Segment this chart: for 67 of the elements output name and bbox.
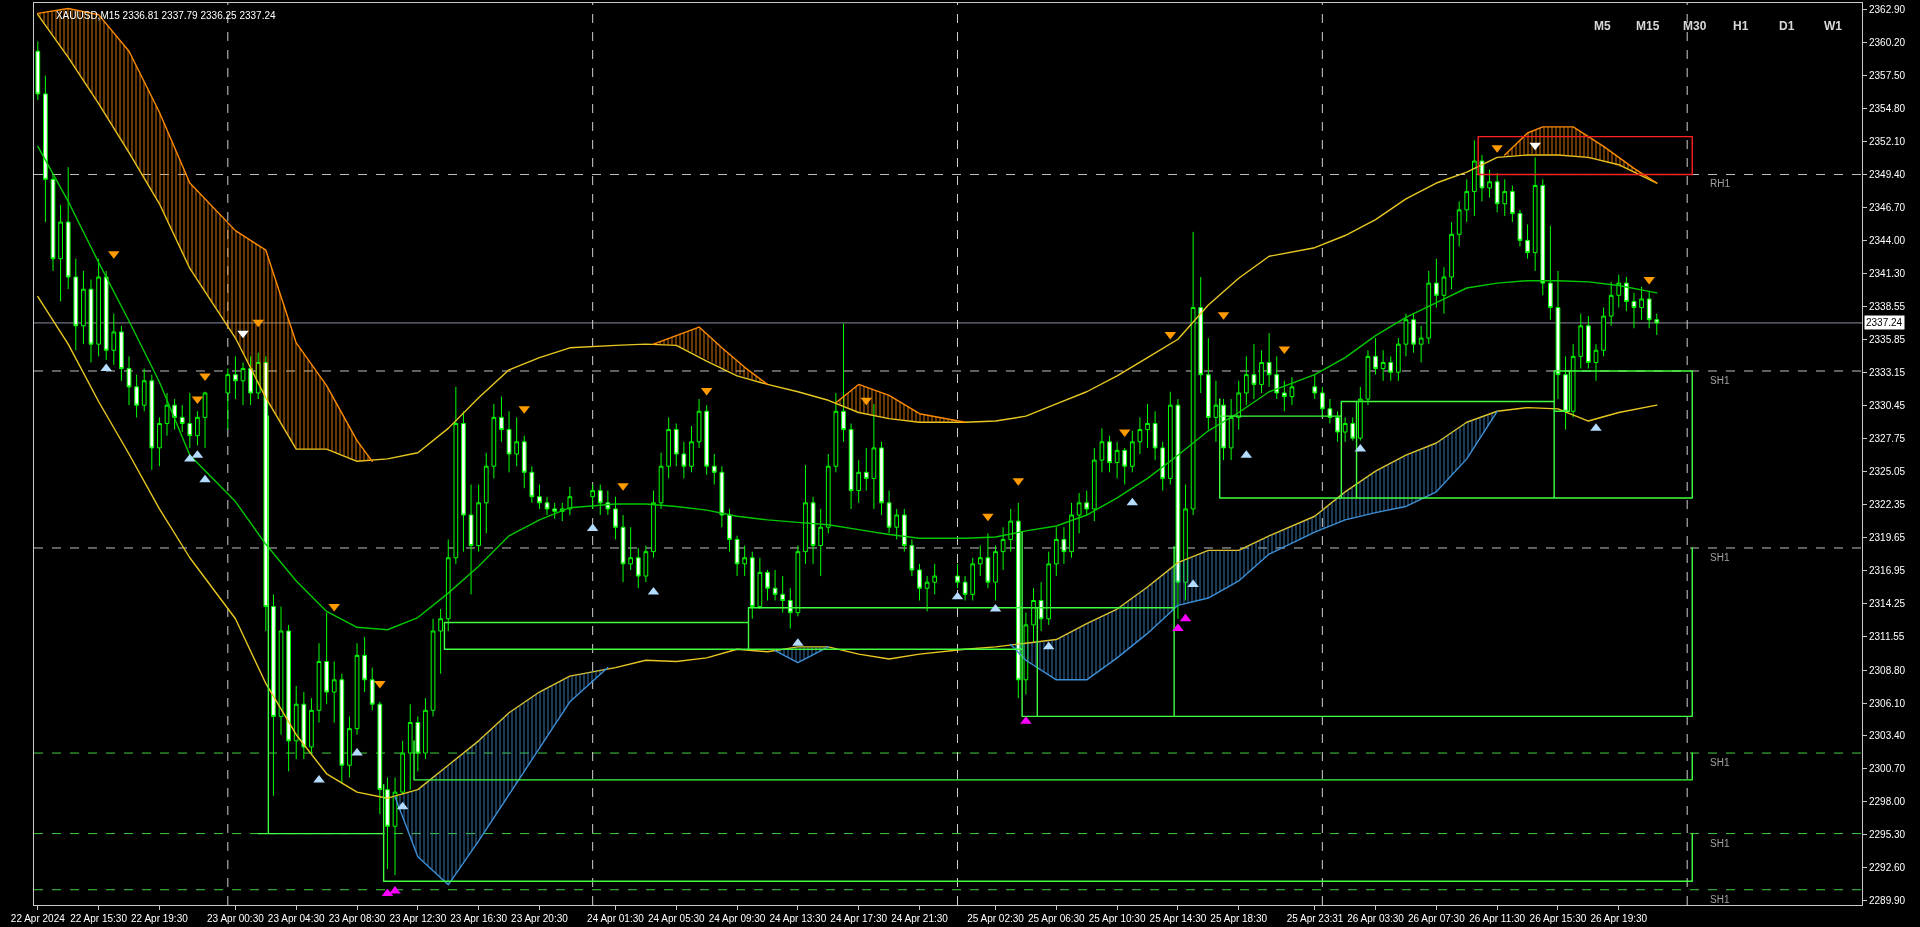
x-tick-label: 22 Apr 2024 [10,913,66,924]
y-tick-label: 2354.80 [1869,103,1906,115]
ref-line-label: SH1 [1710,894,1730,905]
y-tick-label: 2311.55 [1869,630,1905,642]
x-tick-label: 26 Apr 15:30 [1529,913,1587,924]
y-tick-label: 2289.90 [1869,895,1906,907]
y-tick-label: 2298.00 [1869,796,1906,808]
x-tick-label: 25 Apr 10:30 [1088,913,1146,924]
y-tick-label: 2341.30 [1869,267,1906,279]
y-tick-label: 2300.70 [1869,763,1906,775]
y-tick-label: 2360.20 [1869,37,1906,49]
x-tick-label: 24 Apr 05:30 [647,913,706,924]
x-tick-label: 25 Apr 02:30 [967,913,1025,924]
ref-line-label: SH1 [1710,375,1730,386]
y-tick-label: 2330.45 [1869,400,1906,412]
y-tick-label: 2322.35 [1869,499,1906,511]
x-tick-label: 26 Apr 03:30 [1347,913,1405,924]
annotation: M5 [1594,19,1611,33]
x-tick-label: 24 Apr 01:30 [587,913,645,924]
x-tick-label: 26 Apr 11:30 [1469,913,1526,924]
y-tick-label: 2292.60 [1869,862,1906,874]
x-tick-label: 24 Apr 13:30 [769,913,827,924]
annotation: W1 [1824,19,1843,33]
y-tick-label: 2333.15 [1869,367,1906,379]
x-tick-label: 24 Apr 21:30 [891,913,949,924]
y-tick-label: 2303.40 [1869,730,1906,742]
x-tick-label: 25 Apr 06:30 [1027,913,1086,924]
y-tick-label: 2335.85 [1869,334,1906,346]
x-tick-label: 26 Apr 07:30 [1407,913,1466,924]
x-tick-label: 23 Apr 00:30 [207,913,265,924]
x-tick-label: 22 Apr 19:30 [131,913,189,924]
y-tick-label: 2295.30 [1869,829,1906,841]
y-tick-label: 2344.00 [1869,234,1906,246]
annotation: H1 [1733,19,1749,33]
ref-line-label: SH1 [1710,757,1730,768]
annotation: M15 [1636,19,1660,33]
x-tick-label: 23 Apr 12:30 [389,913,447,924]
ref-line-label: SH1 [1710,552,1730,563]
x-tick-label: 25 Apr 23:31 [1286,913,1344,924]
y-tick-label: 2319.65 [1869,532,1906,544]
ref-line-label: RH1 [1710,178,1731,189]
y-tick-label: 2327.75 [1869,433,1906,445]
annotation: M30 [1683,19,1707,33]
y-tick-label: 2362.90 [1869,4,1906,16]
x-tick-label: 25 Apr 14:30 [1149,913,1207,924]
x-tick-label: 22 Apr 15:30 [70,913,128,924]
x-tick-label: 23 Apr 20:30 [511,913,569,924]
y-tick-label: 2314.25 [1869,598,1906,610]
y-tick-label: 2352.10 [1869,136,1906,148]
x-tick-label: 25 Apr 18:30 [1210,913,1268,924]
x-tick-label: 26 Apr 19:30 [1590,913,1648,924]
ref-line-label: SH1 [1710,838,1730,849]
y-tick-label: 2306.10 [1869,697,1906,709]
y-tick-label: 2316.95 [1869,565,1906,577]
x-tick-label: 23 Apr 16:30 [450,913,508,924]
x-tick-label: 24 Apr 09:30 [708,913,766,924]
ref-line-label: 2337.24 [1866,317,1903,328]
x-tick-label: 23 Apr 04:30 [267,913,326,924]
y-tick-label: 2325.05 [1869,466,1906,478]
y-tick-label: 2349.40 [1869,168,1906,180]
y-tick-label: 2308.80 [1869,664,1906,676]
annotation: D1 [1779,19,1795,33]
x-tick-label: 24 Apr 17:30 [830,913,888,924]
y-tick-label: 2346.70 [1869,201,1906,213]
x-tick-label: 23 Apr 08:30 [328,913,386,924]
y-tick-label: 2357.50 [1869,70,1906,82]
y-tick-label: 2338.55 [1869,301,1906,313]
